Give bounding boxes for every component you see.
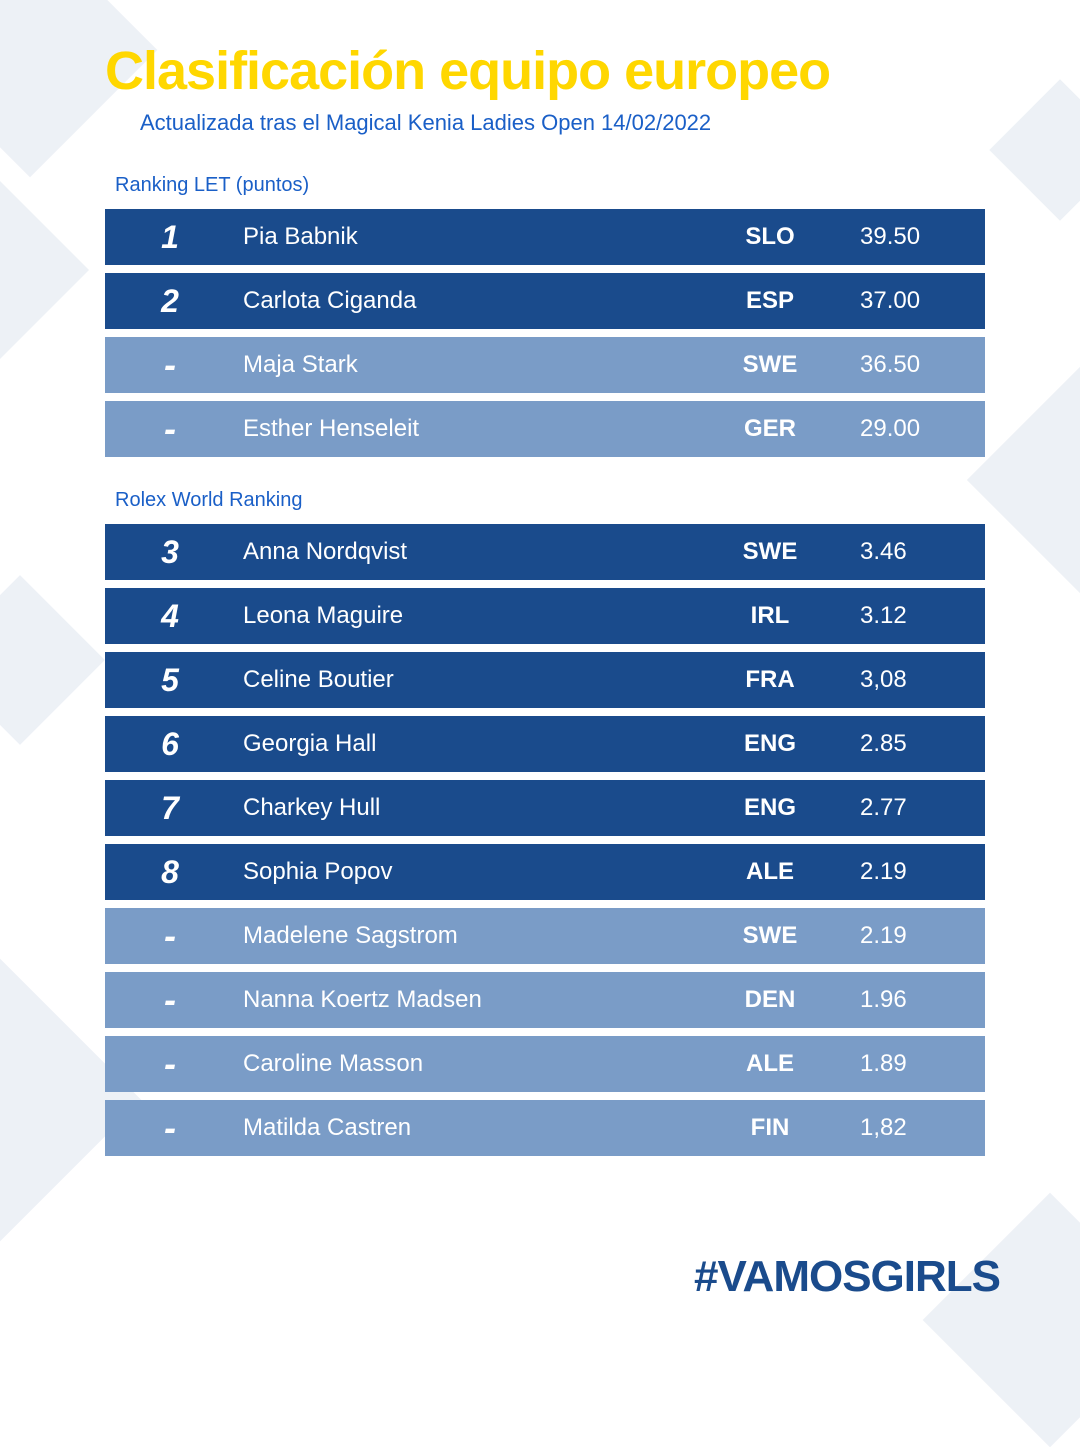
table-row: -Esther HenseleitGER29.00 <box>105 401 985 457</box>
rank-cell: 1 <box>105 219 235 256</box>
table-row: -Caroline MassonALE1.89 <box>105 1036 985 1092</box>
name-cell: Celine Boutier <box>235 666 700 694</box>
rank-cell: - <box>105 344 235 386</box>
country-cell: FRA <box>700 666 840 694</box>
points-cell: 3.46 <box>840 538 985 566</box>
points-cell: 29.00 <box>840 415 985 443</box>
table-row: 6Georgia HallENG2.85 <box>105 716 985 772</box>
content-wrapper: Clasificación equipo europeo Actualizada… <box>0 0 1080 1156</box>
points-cell: 1.89 <box>840 1050 985 1078</box>
name-cell: Georgia Hall <box>235 730 700 758</box>
section-label: Ranking LET (puntos) <box>115 174 985 197</box>
table-row: 8Sophia PopovALE2.19 <box>105 844 985 900</box>
table-row: 3Anna NordqvistSWE3.46 <box>105 524 985 580</box>
country-cell: SWE <box>700 351 840 379</box>
name-cell: Madelene Sagstrom <box>235 922 700 950</box>
rank-cell: 2 <box>105 283 235 320</box>
rank-cell: - <box>105 979 235 1021</box>
name-cell: Maja Stark <box>235 351 700 379</box>
table-row: 4Leona MaguireIRL3.12 <box>105 588 985 644</box>
table-row: -Madelene SagstromSWE2.19 <box>105 908 985 964</box>
rank-cell: 8 <box>105 854 235 891</box>
country-cell: DEN <box>700 986 840 1014</box>
name-cell: Sophia Popov <box>235 858 700 886</box>
points-cell: 2.77 <box>840 794 985 822</box>
country-cell: ESP <box>700 287 840 315</box>
section-label: Rolex World Ranking <box>115 489 985 512</box>
rank-cell: - <box>105 1107 235 1149</box>
table-row: 5Celine BoutierFRA3,08 <box>105 652 985 708</box>
ranking-section: Rolex World Ranking3Anna NordqvistSWE3.4… <box>105 489 985 1156</box>
table-row: 1Pia BabnikSLO39.50 <box>105 209 985 265</box>
country-cell: SLO <box>700 223 840 251</box>
points-cell: 3.12 <box>840 602 985 630</box>
name-cell: Leona Maguire <box>235 602 700 630</box>
name-cell: Esther Henseleit <box>235 415 700 443</box>
country-cell: SWE <box>700 922 840 950</box>
table-row: -Maja StarkSWE36.50 <box>105 337 985 393</box>
points-cell: 2.19 <box>840 858 985 886</box>
rank-cell: 6 <box>105 726 235 763</box>
rank-cell: - <box>105 1043 235 1085</box>
table-row: -Nanna Koertz MadsenDEN1.96 <box>105 972 985 1028</box>
points-cell: 1,82 <box>840 1114 985 1142</box>
name-cell: Pia Babnik <box>235 223 700 251</box>
name-cell: Anna Nordqvist <box>235 538 700 566</box>
points-cell: 37.00 <box>840 287 985 315</box>
name-cell: Caroline Masson <box>235 1050 700 1078</box>
points-cell: 3,08 <box>840 666 985 694</box>
points-cell: 39.50 <box>840 223 985 251</box>
country-cell: ALE <box>700 858 840 886</box>
page-subtitle: Actualizada tras el Magical Kenia Ladies… <box>140 110 985 136</box>
points-cell: 2.85 <box>840 730 985 758</box>
name-cell: Carlota Ciganda <box>235 287 700 315</box>
name-cell: Charkey Hull <box>235 794 700 822</box>
table-row: -Matilda CastrenFIN1,82 <box>105 1100 985 1156</box>
table-row: 2Carlota CigandaESP37.00 <box>105 273 985 329</box>
rank-cell: - <box>105 915 235 957</box>
name-cell: Matilda Castren <box>235 1114 700 1142</box>
points-cell: 1.96 <box>840 986 985 1014</box>
rank-cell: 4 <box>105 598 235 635</box>
country-cell: SWE <box>700 538 840 566</box>
country-cell: GER <box>700 415 840 443</box>
hashtag-footer: #VAMOSGIRLS <box>694 1252 1000 1302</box>
rank-cell: 5 <box>105 662 235 699</box>
country-cell: IRL <box>700 602 840 630</box>
page-title: Clasificación equipo europeo <box>105 40 985 102</box>
sections-container: Ranking LET (puntos) 1Pia BabnikSLO39.50 2… <box>105 174 985 1156</box>
country-cell: FIN <box>700 1114 840 1142</box>
rank-cell: 7 <box>105 790 235 827</box>
country-cell: ALE <box>700 1050 840 1078</box>
country-cell: ENG <box>700 730 840 758</box>
table-row: 7Charkey HullENG2.77 <box>105 780 985 836</box>
ranking-section: Ranking LET (puntos) 1Pia BabnikSLO39.50 2… <box>105 174 985 457</box>
points-cell: 2.19 <box>840 922 985 950</box>
rank-cell: - <box>105 408 235 450</box>
country-cell: ENG <box>700 794 840 822</box>
points-cell: 36.50 <box>840 351 985 379</box>
name-cell: Nanna Koertz Madsen <box>235 986 700 1014</box>
rank-cell: 3 <box>105 534 235 571</box>
